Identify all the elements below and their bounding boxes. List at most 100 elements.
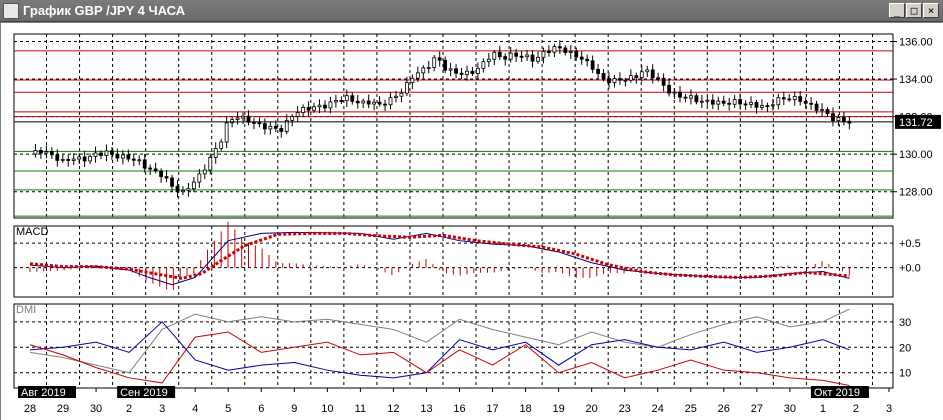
candle-body — [55, 154, 60, 161]
candle-body — [710, 99, 715, 105]
candle-body — [333, 100, 338, 103]
macd-axis-label: +0.0 — [899, 263, 921, 275]
date-axis-label: 6 — [258, 403, 264, 415]
candle-body — [743, 103, 748, 106]
candle-body — [361, 100, 366, 104]
candle-body — [623, 79, 628, 82]
current-price-label: 131.72 — [899, 117, 933, 129]
current-price-tag — [895, 114, 941, 129]
candle-body — [776, 97, 781, 106]
candle-body — [465, 70, 469, 75]
candle-body — [683, 96, 688, 99]
candle-body — [650, 69, 655, 79]
price-axis-label: 136.00 — [899, 37, 933, 49]
candle-body — [547, 51, 551, 53]
candle-body — [39, 150, 43, 154]
candle-body — [93, 152, 98, 157]
candle-body — [590, 60, 595, 70]
candle-body — [792, 96, 797, 100]
candle-body — [279, 127, 284, 132]
candle-body — [585, 58, 590, 62]
candle-body — [262, 123, 267, 130]
candle-body — [732, 99, 737, 105]
candle-body — [110, 150, 114, 155]
candle-body — [323, 104, 327, 109]
candle-body — [497, 51, 502, 58]
candle-body — [71, 158, 76, 161]
month-marker-box — [117, 386, 176, 398]
date-axis-label: 23 — [619, 403, 631, 415]
date-axis-label: 2 — [853, 403, 859, 415]
candle-body — [705, 99, 710, 102]
candle-body — [749, 102, 753, 105]
candle-body — [421, 67, 426, 74]
candle-body — [607, 78, 611, 84]
date-axis-label: 30 — [784, 403, 796, 415]
date-axis-label: 16 — [453, 403, 465, 415]
date-axis-label: 24 — [652, 403, 664, 415]
candle-body — [519, 55, 524, 58]
candle-body — [721, 100, 726, 104]
date-axis-label: 3 — [159, 403, 165, 415]
candle-body — [738, 99, 743, 105]
candle-body — [765, 105, 770, 107]
close-button[interactable]: × — [923, 3, 939, 18]
candle-body — [448, 68, 453, 71]
candle-body — [77, 156, 82, 160]
candle-body — [355, 100, 360, 104]
candle-body — [443, 59, 448, 71]
date-axis-label: 29 — [57, 403, 69, 415]
candle-body — [268, 125, 273, 130]
candle-body — [224, 122, 229, 143]
candle-body — [825, 109, 830, 115]
candle-body — [639, 71, 644, 78]
candle-body — [612, 78, 617, 84]
candle-body — [508, 52, 513, 60]
candle-body — [66, 158, 71, 161]
candle-body — [481, 61, 486, 69]
candle-body — [372, 101, 377, 105]
candle-body — [137, 159, 142, 162]
dmi-panel-frame — [13, 303, 894, 389]
candle-body — [672, 91, 677, 94]
candle-body — [831, 113, 835, 122]
candle-body — [126, 154, 131, 160]
candle-body — [552, 46, 557, 53]
candle-body — [104, 150, 109, 156]
candle-body — [301, 106, 306, 113]
candle-body — [153, 168, 158, 172]
candle-body — [252, 121, 256, 124]
candle-body — [208, 157, 213, 171]
chart-canvas[interactable]: 136.00134.00132.00130.00128.00131.72MACD… — [1, 23, 943, 420]
candle-body — [634, 75, 639, 78]
candle-body — [219, 141, 224, 149]
candle-body — [197, 173, 202, 183]
date-axis-label: 2 — [126, 403, 132, 415]
candle-body — [689, 95, 693, 99]
price-axis-label: 134.00 — [899, 74, 933, 86]
candle-body — [437, 57, 442, 61]
candle-body — [841, 117, 846, 122]
date-axis-label: 3 — [886, 403, 892, 415]
minimize-button[interactable]: _ — [889, 3, 905, 18]
chart-window-client[interactable]: 136.00134.00132.00130.00128.00131.72MACD… — [0, 22, 943, 420]
candle-body — [306, 106, 311, 111]
candle-body — [432, 57, 437, 68]
candle-body — [366, 100, 371, 105]
candle-body — [328, 101, 333, 109]
candle-body — [44, 151, 49, 154]
candle-body — [230, 119, 235, 124]
date-axis-label: 12 — [387, 403, 399, 415]
candle-body — [312, 106, 316, 111]
date-axis-label: 13 — [420, 403, 432, 415]
candle-body — [164, 176, 169, 179]
month-marker-label: Авг 2019 — [21, 387, 66, 399]
candle-body — [530, 54, 535, 62]
candle-body — [770, 104, 775, 107]
candle-body — [350, 95, 355, 102]
candle-body — [181, 189, 185, 193]
date-axis-label: 18 — [519, 403, 531, 415]
maximize-button[interactable]: □ — [906, 3, 922, 18]
window-titlebar[interactable]: График GBP /JPY 4 ЧАСА _ □ × — [0, 0, 943, 22]
candle-body — [60, 158, 65, 161]
